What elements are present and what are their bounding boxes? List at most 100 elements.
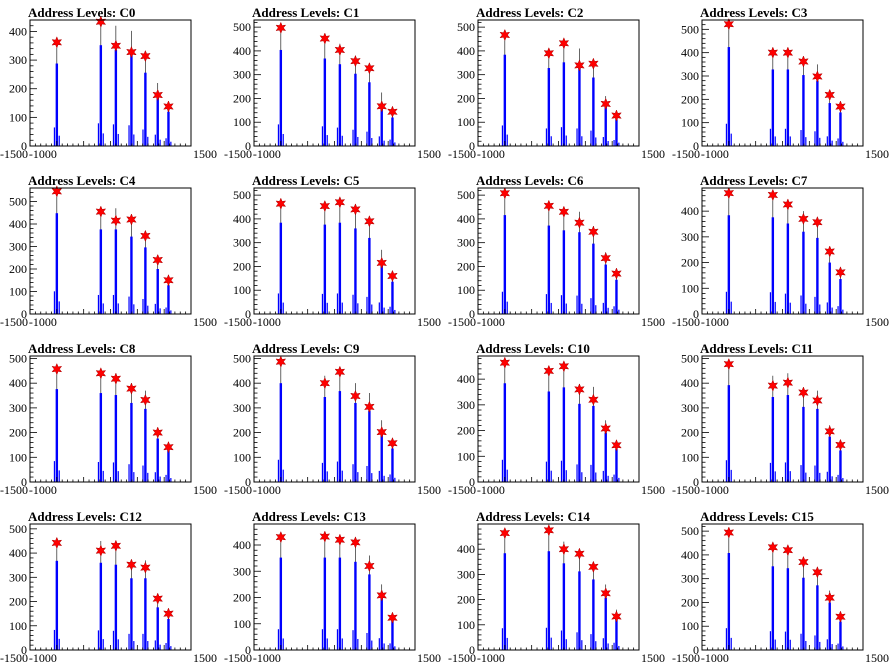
- peak-marker: [51, 36, 63, 49]
- histogram-bar: [771, 217, 775, 314]
- y-tick-label: 100: [9, 285, 27, 299]
- histogram-bar: [506, 469, 508, 482]
- y-tick-label: 100: [9, 619, 27, 633]
- y-tick-label: 200: [681, 595, 699, 609]
- histogram-bar: [338, 391, 342, 482]
- histogram-bar: [133, 472, 135, 482]
- plot-frame: [29, 19, 192, 147]
- histogram-bar: [613, 642, 615, 650]
- histogram-bar: [784, 293, 787, 314]
- chart-panel: Address Levels: C0 0 100 200 300 400 -1500 -100…: [0, 0, 224, 168]
- histogram-bar: [547, 225, 551, 314]
- y-tick-label: 200: [681, 92, 699, 106]
- x-tick-label: 1500: [865, 315, 889, 329]
- histogram-bar: [595, 137, 597, 146]
- histogram-bar: [607, 475, 609, 482]
- x-tick-label: -1000: [253, 315, 281, 329]
- x-tick-label: -1500: [0, 483, 28, 497]
- peak-marker: [824, 245, 836, 258]
- y-tick-label: 500: [681, 351, 699, 365]
- histogram-bar: [165, 307, 167, 314]
- peak-marker: [95, 15, 107, 28]
- peak-marker: [574, 59, 585, 72]
- histogram-bar: [282, 133, 284, 146]
- histogram-bar: [816, 80, 819, 146]
- histogram-bar: [802, 577, 805, 650]
- histogram-bar: [368, 82, 371, 146]
- histogram-bar: [357, 638, 359, 650]
- histogram-bar: [277, 459, 280, 482]
- histogram-bar: [144, 408, 147, 482]
- x-tick-label: -1000: [253, 483, 281, 497]
- x-tick-label: 1500: [865, 651, 889, 665]
- peak-marker: [387, 611, 398, 624]
- peak-marker: [319, 530, 331, 543]
- x-tick-label: -1000: [29, 147, 57, 161]
- histogram-bar: [565, 470, 567, 482]
- histogram-bar: [394, 646, 396, 650]
- peak-marker: [387, 105, 398, 118]
- histogram-bar: [99, 229, 103, 314]
- y-tick-label: 0: [693, 643, 699, 657]
- y-tick-label: 300: [9, 53, 27, 67]
- histogram-bar: [130, 578, 133, 650]
- histogram-bar: [814, 635, 816, 650]
- histogram-bar: [279, 222, 283, 314]
- histogram-bar: [800, 130, 802, 146]
- histogram-bar: [613, 306, 615, 314]
- y-tick-label: 200: [457, 91, 475, 105]
- histogram-bar: [565, 135, 567, 146]
- peak-marker: [574, 383, 585, 396]
- y-tick-label: 300: [233, 236, 251, 250]
- peak-marker: [163, 607, 174, 620]
- x-tick-label: -1000: [701, 147, 729, 161]
- histogram-bar: [159, 644, 161, 650]
- peak-marker: [782, 198, 794, 211]
- y-tick-label: 500: [681, 22, 699, 36]
- histogram-bar: [814, 296, 816, 314]
- peak-marker: [611, 610, 622, 623]
- peak-marker: [350, 389, 361, 403]
- histogram-bar: [170, 646, 172, 650]
- peak-marker: [824, 425, 836, 438]
- chart-title: Address Levels: C2: [476, 5, 584, 20]
- histogram-bar: [789, 302, 791, 314]
- histogram-bar: [326, 638, 328, 650]
- histogram-bar: [114, 564, 118, 650]
- peak-marker: [140, 561, 151, 574]
- histogram-bar: [501, 628, 504, 650]
- peak-marker: [543, 364, 555, 378]
- histogram-bar: [828, 262, 831, 314]
- chart-title: Address Levels: C7: [700, 173, 808, 188]
- y-tick-label: 0: [21, 643, 27, 657]
- peak-marker: [126, 558, 137, 571]
- peak-marker: [387, 269, 398, 283]
- peak-marker: [782, 46, 794, 59]
- x-tick-label: 1500: [417, 315, 441, 329]
- peak-marker: [499, 187, 511, 200]
- y-tick-label: 100: [9, 110, 27, 124]
- x-tick-label: -1000: [477, 315, 505, 329]
- histogram-bar: [562, 62, 566, 146]
- histogram-bar: [501, 291, 504, 314]
- histogram-bar: [725, 460, 728, 482]
- y-tick-label: 400: [233, 376, 251, 390]
- chart-svg: 0 100 200 300 400 500 -1500 -1000 1500: [0, 351, 217, 497]
- chart-title: Address Levels: C5: [252, 173, 360, 188]
- histogram-bar: [99, 562, 103, 650]
- histogram-bar: [338, 64, 342, 146]
- histogram-bar: [147, 641, 149, 650]
- histogram-bar: [58, 301, 60, 314]
- histogram-bar: [837, 643, 839, 650]
- chart-svg: 0 100 200 300 400 -1500 -1000 1500: [448, 355, 665, 497]
- histogram-bar: [503, 215, 507, 314]
- y-tick-label: 400: [681, 376, 699, 390]
- peak-marker: [319, 199, 331, 213]
- y-tick-label: 400: [9, 217, 27, 231]
- histogram-bar: [282, 638, 284, 650]
- x-tick-label: -1500: [672, 483, 700, 497]
- histogram-bar: [142, 299, 144, 314]
- y-tick-label: 200: [9, 262, 27, 276]
- x-tick-label: -1500: [224, 147, 252, 161]
- histogram-bar: [501, 125, 504, 146]
